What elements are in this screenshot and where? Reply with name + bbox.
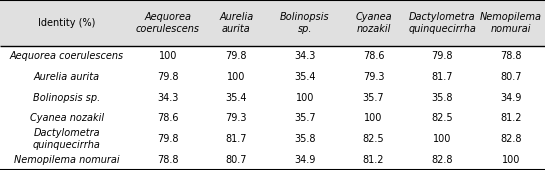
Text: 100: 100 — [296, 93, 314, 103]
Text: 78.8: 78.8 — [500, 51, 522, 61]
Text: 79.8: 79.8 — [432, 51, 453, 61]
Text: 35.7: 35.7 — [363, 93, 384, 103]
Text: 100: 100 — [433, 134, 451, 144]
Text: 79.8: 79.8 — [226, 51, 247, 61]
Text: 100: 100 — [159, 51, 177, 61]
Text: 82.5: 82.5 — [431, 113, 453, 123]
Text: Identity (%): Identity (%) — [38, 18, 95, 28]
Text: 78.6: 78.6 — [157, 113, 179, 123]
Text: Dactylometra
quinquecirrha: Dactylometra quinquecirrha — [408, 12, 476, 34]
Text: 35.4: 35.4 — [226, 93, 247, 103]
Text: 80.7: 80.7 — [226, 155, 247, 165]
Text: 79.8: 79.8 — [157, 72, 179, 82]
Text: 81.2: 81.2 — [500, 113, 522, 123]
Text: Aurelia
aurita: Aurelia aurita — [219, 12, 253, 34]
Text: 35.7: 35.7 — [294, 113, 316, 123]
Text: Aurelia aurita: Aurelia aurita — [34, 72, 100, 82]
Text: Aequorea coerulescens: Aequorea coerulescens — [10, 51, 124, 61]
Text: 34.9: 34.9 — [294, 155, 316, 165]
Text: Bolinopsis
sp.: Bolinopsis sp. — [280, 12, 330, 34]
Text: 35.8: 35.8 — [294, 134, 316, 144]
Text: 35.8: 35.8 — [432, 93, 453, 103]
Text: 81.7: 81.7 — [432, 72, 453, 82]
Text: Bolinopsis sp.: Bolinopsis sp. — [33, 93, 100, 103]
Text: 34.3: 34.3 — [157, 93, 179, 103]
Text: 82.5: 82.5 — [363, 134, 384, 144]
Text: 100: 100 — [365, 113, 383, 123]
Text: 82.8: 82.8 — [432, 155, 453, 165]
Text: 34.9: 34.9 — [500, 93, 522, 103]
Text: 80.7: 80.7 — [500, 72, 522, 82]
Bar — [0, 0, 545, 46]
Text: Dactylometra
quinquecirrha: Dactylometra quinquecirrha — [33, 128, 101, 150]
Text: Aequorea
coerulescens: Aequorea coerulescens — [136, 12, 200, 34]
Text: Cyanea nozakil: Cyanea nozakil — [29, 113, 104, 123]
Text: 81.7: 81.7 — [226, 134, 247, 144]
Text: 82.8: 82.8 — [500, 134, 522, 144]
Text: 100: 100 — [501, 155, 520, 165]
Text: Nemopilema nomurai: Nemopilema nomurai — [14, 155, 119, 165]
Text: 79.3: 79.3 — [226, 113, 247, 123]
Text: 79.8: 79.8 — [157, 134, 179, 144]
Text: 100: 100 — [227, 72, 246, 82]
Text: 78.8: 78.8 — [157, 155, 179, 165]
Text: 79.3: 79.3 — [363, 72, 384, 82]
Text: 35.4: 35.4 — [294, 72, 316, 82]
Text: 78.6: 78.6 — [363, 51, 384, 61]
Text: Cyanea
nozakil: Cyanea nozakil — [355, 12, 392, 34]
Text: 81.2: 81.2 — [363, 155, 384, 165]
Text: 34.3: 34.3 — [294, 51, 316, 61]
Text: Nemopilema
nomurai: Nemopilema nomurai — [480, 12, 542, 34]
